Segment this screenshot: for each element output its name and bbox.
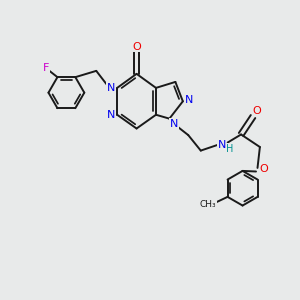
Text: N: N xyxy=(218,140,226,150)
Text: F: F xyxy=(43,63,49,73)
Text: N: N xyxy=(185,95,194,105)
Text: O: O xyxy=(259,164,268,173)
Text: N: N xyxy=(106,110,115,120)
Text: O: O xyxy=(133,42,142,52)
Text: N: N xyxy=(106,83,115,93)
Text: CH₃: CH₃ xyxy=(200,200,216,209)
Text: H: H xyxy=(226,143,234,154)
Text: N: N xyxy=(170,119,178,129)
Text: O: O xyxy=(252,106,261,116)
